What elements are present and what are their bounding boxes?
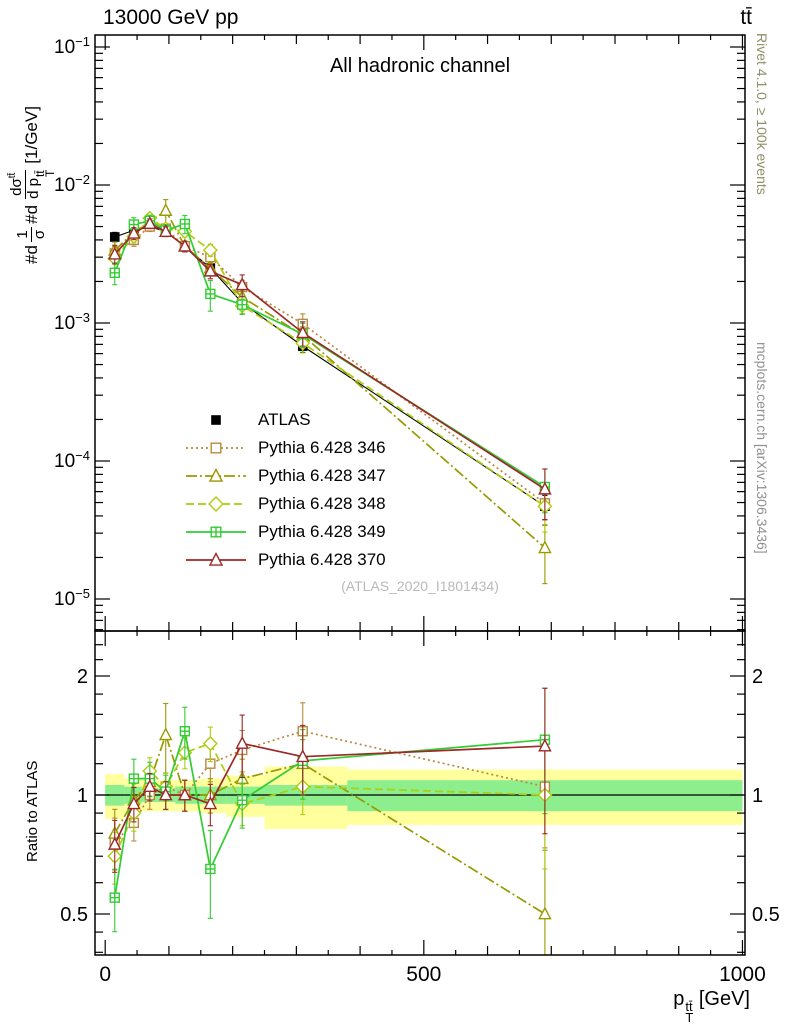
mcplots-arxiv-label: mcplots.cern.ch [arXiv:1306.3436]	[754, 342, 770, 554]
series-top-Pythia 6.428 370	[107, 216, 552, 521]
legend-marker-sample	[186, 552, 246, 566]
svg-text:0.5: 0.5	[60, 904, 88, 926]
svg-text:2: 2	[752, 666, 763, 688]
legend-item: Pythia 6.428 346	[183, 434, 386, 462]
svg-text:10−4: 10−4	[54, 448, 90, 472]
rivet-version-label: Rivet 4.1.0, ≥ 100k events	[754, 33, 770, 195]
legend-label: Pythia 6.428 349	[258, 522, 386, 541]
analysis-watermark: (ATLAS_2020_I1801434)	[341, 578, 499, 594]
legend-marker-sample	[186, 526, 246, 538]
legend-item: Pythia 6.428 347	[183, 462, 386, 490]
svg-text:0.5: 0.5	[752, 904, 780, 926]
series-ratio-Pythia 6.428 347	[107, 702, 552, 955]
axes	[94, 34, 746, 956]
svg-text:1: 1	[752, 785, 763, 807]
svg-text:0: 0	[99, 963, 111, 986]
ylabel-frac-one-over-sigma: 1 σ	[14, 227, 48, 242]
legend-marker-sample	[186, 468, 246, 482]
svg-text:1: 1	[77, 785, 88, 807]
x-axis-label: p tt̄ T [GeV]	[673, 988, 750, 1024]
ylabel-prefix: #d	[21, 245, 41, 264]
svg-text:10−1: 10−1	[54, 34, 90, 58]
legend-item: ATLAS	[183, 406, 386, 434]
legend-marker-sample	[211, 415, 221, 425]
ylabel-mid: #d	[21, 204, 41, 224]
svg-text:10−5: 10−5	[54, 586, 90, 610]
svg-text:2: 2	[77, 666, 88, 688]
legend-label: Pythia 6.428 346	[258, 438, 386, 457]
legend: ATLAS Pythia 6.428 346 Pythia 6.428 347 Pyt…	[183, 406, 386, 574]
ylabel-frac-dsigma-dpt: dσtt̄ d p tt̄ T	[7, 169, 57, 199]
legend-marker-sample	[186, 442, 246, 454]
legend-label: ATLAS	[258, 410, 311, 429]
legend-item: Pythia 6.428 370	[183, 546, 386, 574]
ratio-axis-label: Ratio to ATLAS	[24, 760, 41, 862]
legend-label: Pythia 6.428 348	[258, 494, 386, 513]
series-ratio-Pythia 6.428 370	[107, 687, 552, 873]
beam-title: 13000 GeV pp	[103, 6, 239, 29]
svg-text:1000: 1000	[719, 963, 766, 986]
tick-labels: 10−1 10−2 10−3 10−4 10−5 0.5 0.5 1 1 2 2 0 500 1000	[54, 34, 780, 986]
svg-text:10−2: 10−2	[54, 172, 90, 196]
process-title: tt̄	[740, 6, 752, 29]
legend-item: Pythia 6.428 349	[183, 518, 386, 546]
svg-text:10−3: 10−3	[54, 310, 90, 334]
ylabel-unit: [1/GeV]	[21, 106, 41, 164]
legend-label: Pythia 6.428 347	[258, 466, 386, 485]
legend-item: Pythia 6.428 348	[183, 490, 386, 518]
y-axis-label: #d 1 σ #d dσtt̄ d p tt̄ T [1/GeV]	[7, 106, 57, 264]
svg-text:500: 500	[406, 963, 441, 986]
legend-label: Pythia 6.428 370	[258, 550, 386, 569]
channel-label: All hadronic channel	[329, 55, 511, 77]
legend-marker-sample	[186, 496, 246, 512]
